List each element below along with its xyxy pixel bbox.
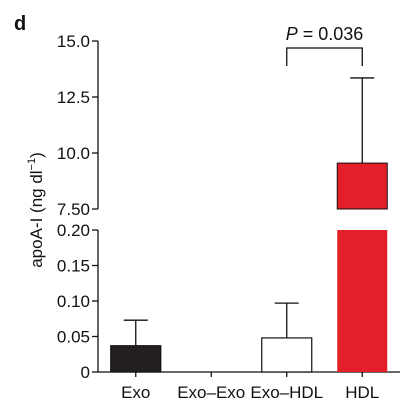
x-tick-label-0: Exo	[121, 383, 150, 402]
y-upper-tick-label: 12.5	[57, 88, 90, 107]
x-tick-label-2: Exo–HDL	[250, 383, 323, 402]
y-tick-labels: 0 0.05 0.10 0.15 0.20 7.50 10.0 12.5 15.0	[57, 32, 90, 382]
x-tick-label-1: Exo–Exo	[177, 383, 245, 402]
y-lower-tick-label: 0.20	[57, 221, 90, 240]
significance-label: P = 0.036	[286, 24, 364, 44]
p-symbol: P	[286, 24, 298, 44]
y-upper-tick-label: 10.0	[57, 144, 90, 163]
bar-3-upper	[336, 162, 388, 210]
y-axis-label-close: )	[27, 152, 46, 158]
y-axis-label-text: apoA-I (ng dl	[27, 170, 46, 267]
significance-bracket	[286, 47, 363, 66]
p-value: = 0.036	[298, 24, 364, 44]
y-axis-label-superscript: −1	[26, 158, 38, 171]
x-tick-label-3: HDL	[345, 383, 379, 402]
panel-label: d	[14, 13, 26, 35]
y-lower-tick-label: 0.15	[57, 257, 90, 276]
y-axis-label: apoA-I (ng dl−1)	[26, 152, 46, 268]
bar-0	[110, 345, 162, 373]
y-lower-tick-label: 0.10	[57, 292, 90, 311]
bar-3-lower	[337, 230, 388, 372]
error-bars	[123, 77, 375, 346]
x-tick-labels: Exo Exo–Exo Exo–HDL HDL	[121, 383, 379, 402]
y-upper-tick-label: 15.0	[57, 32, 90, 51]
y-lower-tick-label: 0.05	[57, 328, 90, 347]
y-lower-tick-label: 0	[81, 363, 90, 382]
significance-annotation: P = 0.036	[286, 24, 364, 66]
bars	[110, 162, 388, 373]
bar-2	[261, 337, 313, 373]
svg-text:apoA-I (ng dl−1): apoA-I (ng dl−1)	[26, 152, 46, 268]
y-upper-tick-label: 7.50	[57, 200, 90, 219]
